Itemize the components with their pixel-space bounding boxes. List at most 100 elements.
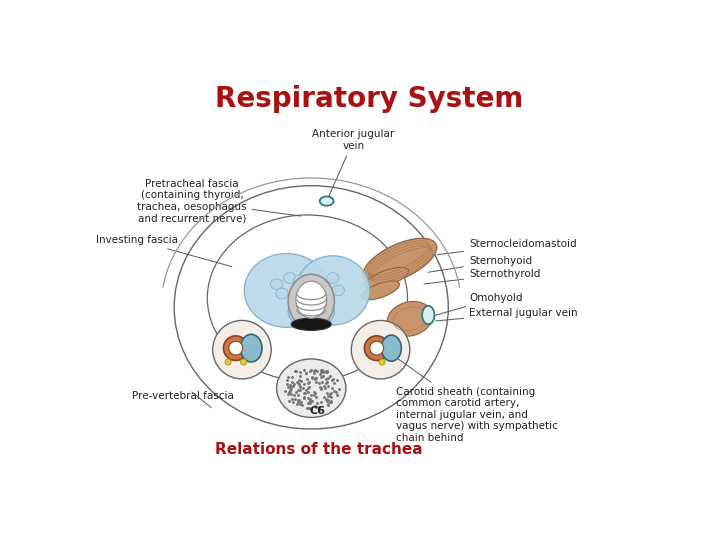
Point bbox=[303, 378, 315, 387]
Point bbox=[313, 402, 325, 411]
Point bbox=[325, 396, 336, 405]
Point bbox=[310, 393, 322, 402]
Point bbox=[303, 399, 315, 407]
Point bbox=[295, 398, 307, 407]
Point bbox=[310, 375, 321, 384]
Ellipse shape bbox=[289, 288, 302, 299]
Point bbox=[315, 384, 326, 393]
Point bbox=[313, 379, 325, 388]
Point bbox=[307, 373, 318, 382]
Point bbox=[325, 397, 336, 406]
Ellipse shape bbox=[174, 186, 449, 429]
Ellipse shape bbox=[382, 335, 401, 361]
Point bbox=[304, 397, 315, 406]
Point bbox=[300, 369, 312, 377]
Point bbox=[305, 394, 316, 403]
Point bbox=[321, 367, 333, 376]
Point bbox=[309, 374, 320, 382]
Point bbox=[289, 395, 301, 403]
Ellipse shape bbox=[271, 279, 283, 289]
Point bbox=[293, 396, 305, 404]
Ellipse shape bbox=[223, 336, 248, 361]
Point bbox=[290, 388, 302, 397]
Point bbox=[322, 400, 333, 409]
Point bbox=[284, 381, 296, 389]
Point bbox=[328, 374, 339, 383]
Point bbox=[302, 394, 314, 402]
Text: External jugular vein: External jugular vein bbox=[436, 308, 577, 321]
Point bbox=[330, 388, 342, 396]
Point bbox=[293, 396, 305, 404]
Point bbox=[309, 391, 320, 400]
Point bbox=[302, 384, 314, 393]
Point bbox=[315, 368, 327, 376]
Ellipse shape bbox=[379, 359, 385, 365]
Point bbox=[291, 377, 302, 386]
Point bbox=[298, 380, 310, 389]
Point bbox=[294, 383, 306, 391]
Point bbox=[292, 397, 303, 406]
Ellipse shape bbox=[320, 197, 333, 206]
Point bbox=[294, 386, 306, 394]
Point bbox=[288, 380, 300, 389]
Point bbox=[293, 380, 305, 388]
Point bbox=[310, 374, 322, 383]
Point bbox=[284, 387, 296, 395]
Ellipse shape bbox=[284, 273, 296, 284]
Point bbox=[288, 382, 300, 390]
Point bbox=[282, 382, 294, 391]
Point bbox=[294, 381, 306, 390]
Point bbox=[325, 389, 336, 398]
Point bbox=[299, 389, 310, 397]
Point bbox=[311, 399, 323, 408]
Point bbox=[322, 400, 333, 409]
Point bbox=[316, 366, 328, 374]
Point bbox=[294, 376, 306, 385]
Point bbox=[318, 367, 329, 376]
Point bbox=[304, 397, 315, 406]
Ellipse shape bbox=[288, 294, 334, 328]
Point bbox=[305, 405, 317, 414]
Point bbox=[279, 387, 290, 395]
Point bbox=[321, 378, 333, 387]
Ellipse shape bbox=[422, 306, 434, 325]
Point bbox=[316, 378, 328, 387]
Point bbox=[298, 393, 310, 402]
Point bbox=[294, 375, 305, 384]
Ellipse shape bbox=[240, 334, 262, 362]
Ellipse shape bbox=[364, 336, 389, 361]
Point bbox=[325, 393, 336, 401]
Text: Sternocleidomastoid: Sternocleidomastoid bbox=[437, 239, 577, 255]
Point bbox=[300, 369, 312, 378]
Point bbox=[294, 372, 306, 380]
Point bbox=[320, 379, 332, 387]
Point bbox=[331, 375, 343, 384]
Point bbox=[283, 388, 294, 397]
Point bbox=[294, 400, 305, 408]
Text: Relations of the trachea: Relations of the trachea bbox=[215, 442, 423, 457]
Point bbox=[292, 400, 303, 409]
Point bbox=[304, 404, 315, 413]
Point bbox=[304, 399, 315, 408]
Text: Omohyold: Omohyold bbox=[433, 293, 523, 316]
Text: Pre-vertebral fascia: Pre-vertebral fascia bbox=[132, 391, 233, 405]
Ellipse shape bbox=[363, 238, 437, 284]
Ellipse shape bbox=[288, 274, 334, 328]
Ellipse shape bbox=[312, 279, 325, 289]
Point bbox=[284, 386, 296, 394]
Point bbox=[323, 392, 335, 401]
Point bbox=[333, 384, 344, 393]
Point bbox=[315, 397, 326, 406]
Point bbox=[318, 372, 329, 380]
Ellipse shape bbox=[370, 341, 384, 355]
Point bbox=[311, 367, 323, 375]
Ellipse shape bbox=[296, 256, 370, 325]
Ellipse shape bbox=[387, 301, 433, 336]
Point bbox=[325, 398, 336, 407]
Point bbox=[309, 367, 320, 375]
Point bbox=[307, 373, 318, 381]
Point bbox=[318, 393, 330, 401]
Ellipse shape bbox=[365, 267, 408, 289]
Ellipse shape bbox=[229, 341, 243, 355]
Text: Anterior jugular
vein: Anterior jugular vein bbox=[312, 130, 395, 199]
